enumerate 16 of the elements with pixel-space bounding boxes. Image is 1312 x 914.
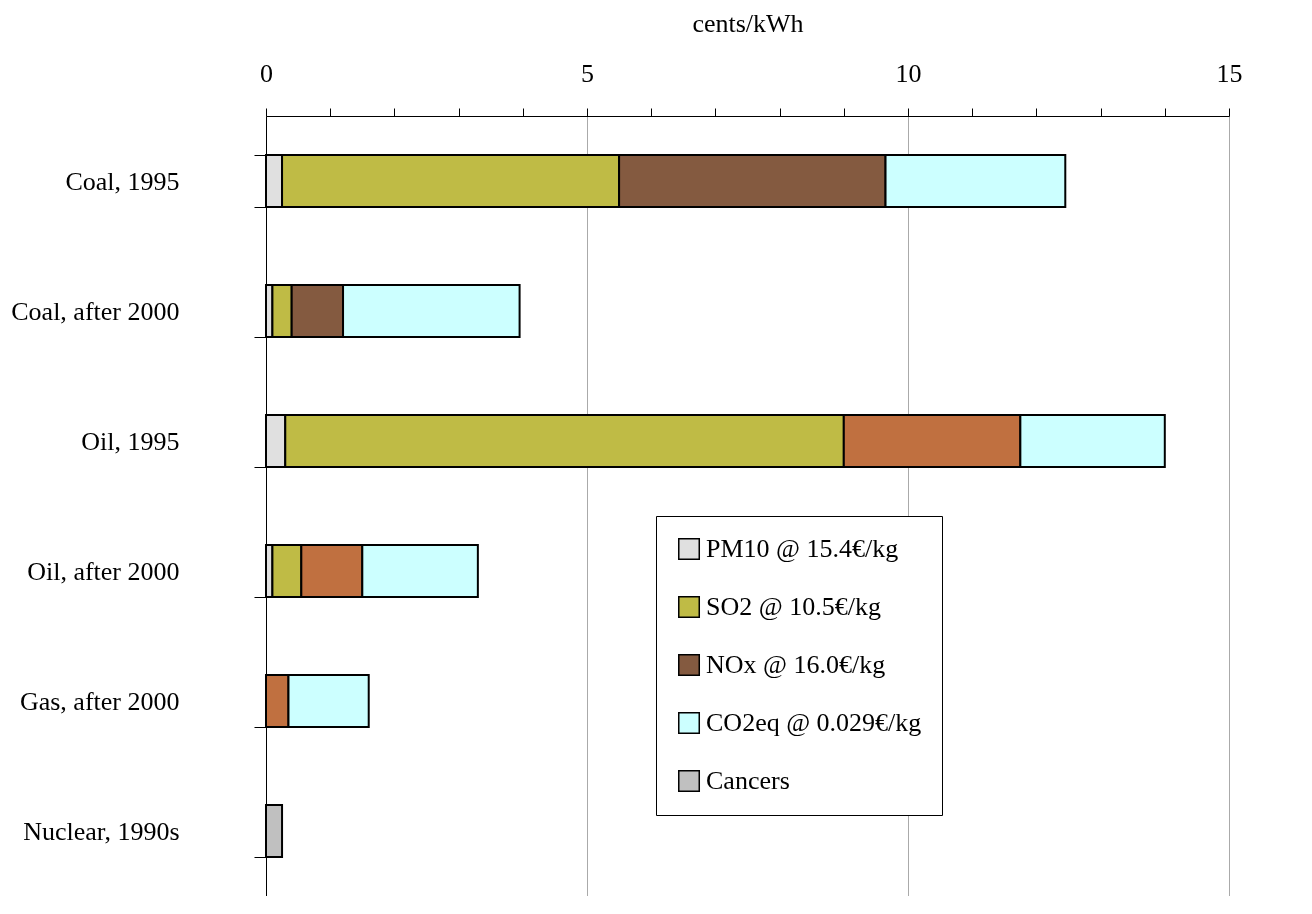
- x-tick-label: 10: [895, 58, 922, 88]
- x-axis-title: cents/kWh: [692, 8, 804, 38]
- y-tick-label: Oil, 1995: [81, 426, 180, 456]
- legend-label: NOx @ 16.0€/kg: [706, 650, 886, 679]
- y-tick-label: Coal, 1995: [65, 166, 180, 196]
- y-tick-label: Gas, after 2000: [19, 686, 180, 716]
- y-tick-label: Nuclear, 1990s: [23, 816, 180, 846]
- x-tick-label: 0: [260, 58, 273, 88]
- legend-label: SO2 @ 10.5€/kg: [706, 592, 881, 621]
- y-tick-label: Oil, after 2000: [27, 556, 180, 586]
- x-tick-label: 15: [1216, 58, 1243, 88]
- legend-label: CO2eq @ 0.029€/kg: [706, 708, 922, 737]
- legend-label: Cancers: [706, 766, 790, 795]
- x-tick-label: 5: [581, 58, 594, 88]
- y-tick-label: Coal, after 2000: [11, 296, 180, 326]
- legend-label: PM10 @ 15.4€/kg: [706, 534, 899, 563]
